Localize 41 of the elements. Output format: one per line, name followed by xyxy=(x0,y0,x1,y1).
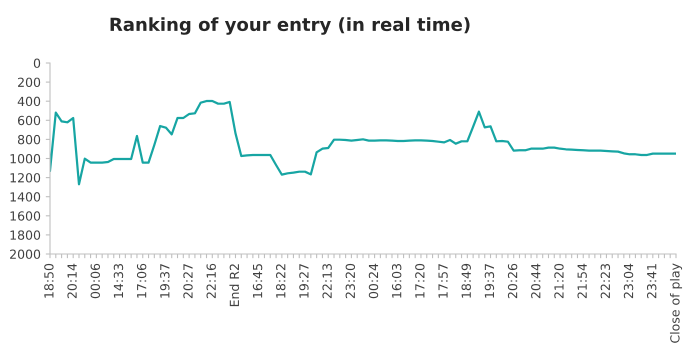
x-tick-label: 17:57 xyxy=(438,264,448,298)
x-tick-label: 18:49 xyxy=(462,264,471,298)
x-tick-label: 19:37 xyxy=(484,264,494,298)
y-tick-label: 1400 xyxy=(10,192,40,202)
chart-title: Ranking of your entry (in real time) xyxy=(110,17,470,35)
y-tick-label: 600 xyxy=(18,116,40,126)
y-tick-label: 2000 xyxy=(10,249,40,259)
x-tick-label: 16:45 xyxy=(252,264,262,298)
x-tick-label: 00:24 xyxy=(368,264,378,298)
x-tick-label: Close of play xyxy=(670,263,682,343)
y-tick-label: 200 xyxy=(18,78,40,88)
y-tick-label: 1800 xyxy=(10,230,40,240)
x-tick-label: 22:16 xyxy=(206,264,216,298)
x-tick-label: 18:50 xyxy=(44,264,54,298)
x-tick-label: 20:27 xyxy=(183,264,193,298)
y-tick-label: 1200 xyxy=(10,173,40,183)
x-tick-label: End R2 xyxy=(229,264,240,306)
x-tick-label: 23:20 xyxy=(346,264,356,298)
y-tick-label: 1600 xyxy=(10,211,40,221)
x-tick-label: 19:27 xyxy=(299,264,309,298)
x-tick-label: 21:20 xyxy=(554,264,564,298)
x-tick-label: 21:54 xyxy=(577,264,587,298)
x-tick-label: 17:06 xyxy=(136,264,146,298)
x-tick-label: 22:23 xyxy=(600,264,610,298)
y-tick-label: 0 xyxy=(34,58,40,68)
x-tick-label: 14:33 xyxy=(114,264,124,298)
x-tick-label: 00:06 xyxy=(90,264,100,298)
x-tick-label: 22:13 xyxy=(322,264,332,298)
x-tick-label: 18:22 xyxy=(276,264,286,298)
line-series xyxy=(50,100,676,186)
x-tick-label: 23:04 xyxy=(624,264,634,298)
y-tick-label: 800 xyxy=(18,134,40,144)
y-tick-label: 1000 xyxy=(10,154,40,164)
x-tick-label: 23:41 xyxy=(646,264,656,298)
x-tick-label: 19:37 xyxy=(160,264,170,298)
x-tick-label: 20:44 xyxy=(531,264,541,298)
x-tick-label: 20:26 xyxy=(508,264,518,298)
x-tick-label: 20:14 xyxy=(67,264,77,298)
y-tick-label: 400 xyxy=(18,96,40,106)
x-tick-label: 16:03 xyxy=(392,264,402,298)
x-tick-label: 17:20 xyxy=(415,264,425,298)
